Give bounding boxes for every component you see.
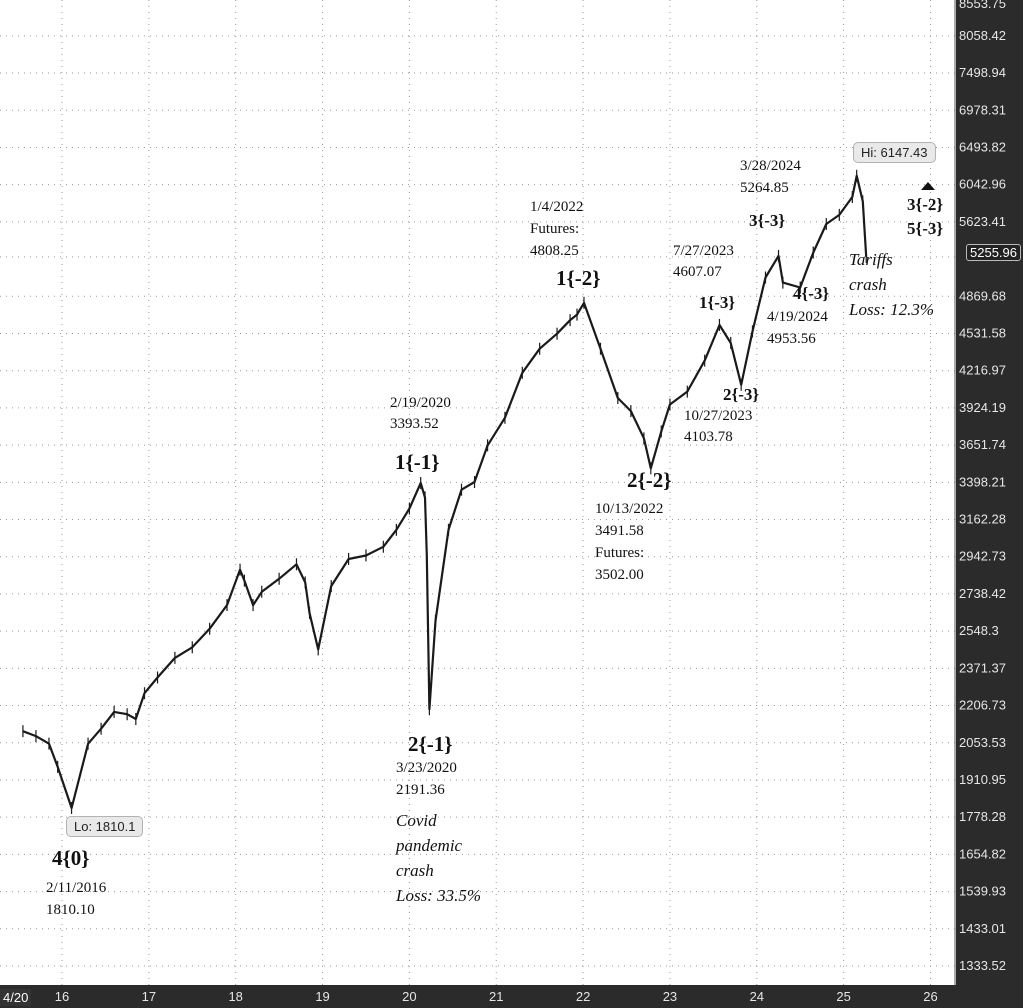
y-tick-label: 8553.75 bbox=[959, 0, 1006, 11]
wave-1-m2-date: 1/4/2022 bbox=[530, 197, 583, 217]
y-tick-label: 8058.42 bbox=[959, 28, 1006, 43]
x-tick-label: 23 bbox=[663, 989, 677, 1004]
covid-note-line4: Loss: 33.5% bbox=[396, 883, 481, 908]
y-tick-label: 4216.97 bbox=[959, 363, 1006, 378]
wave-1-m3-value: 4607.07 bbox=[673, 262, 722, 282]
wave-1-m3-label: 1{-3} bbox=[699, 292, 735, 314]
y-tick-label: 1654.82 bbox=[959, 846, 1006, 861]
wave-4-m3-label: 4{-3} bbox=[793, 283, 829, 305]
wave-1-m2-label: 1{-2} bbox=[556, 266, 601, 290]
x-tick-label: 21 bbox=[489, 989, 503, 1004]
y-tick-label: 2053.53 bbox=[959, 735, 1006, 750]
wave-3-m3-value: 5264.85 bbox=[740, 178, 789, 198]
y-tick-label: 1778.28 bbox=[959, 809, 1006, 824]
y-tick-label: 3398.21 bbox=[959, 474, 1006, 489]
up-triangle-icon bbox=[921, 182, 935, 190]
covid-note-line1: Covid bbox=[396, 808, 437, 833]
wave-2-m2-date: 10/13/2022 bbox=[595, 499, 663, 519]
y-tick-label: 7498.94 bbox=[959, 65, 1006, 80]
wave-2-m1-value: 2191.36 bbox=[396, 780, 445, 800]
wave-1-m1-date: 2/19/2020 bbox=[390, 393, 451, 413]
wave-2-m1-label: 2{-1} bbox=[408, 732, 453, 756]
low-callout: Lo: 1810.1 bbox=[66, 816, 143, 837]
wave-4-m3-date: 4/19/2024 bbox=[767, 307, 828, 327]
y-tick-label: 2206.73 bbox=[959, 698, 1006, 713]
wave-3-m3-date: 3/28/2024 bbox=[740, 156, 801, 176]
y-tick-label: 2371.37 bbox=[959, 660, 1006, 675]
y-tick-label: 6493.82 bbox=[959, 139, 1006, 154]
y-tick-label: 1333.52 bbox=[959, 958, 1006, 973]
tariffs-note-line2: crash bbox=[849, 272, 887, 297]
y-tick-label: 1539.93 bbox=[959, 884, 1006, 899]
wave-4-m3-value: 4953.56 bbox=[767, 329, 816, 349]
y-tick-label: 6042.96 bbox=[959, 177, 1006, 192]
x-tick-label: 24 bbox=[750, 989, 764, 1004]
y-tick-label: 3651.74 bbox=[959, 437, 1006, 452]
y-tick-label: 6978.31 bbox=[959, 102, 1006, 117]
wave-2-m3-value: 4103.78 bbox=[684, 427, 733, 447]
wave-2-m3-date: 10/27/2023 bbox=[684, 406, 752, 426]
x-tick-label: 16 bbox=[55, 989, 69, 1004]
x-tick-label: 17 bbox=[142, 989, 156, 1004]
y-tick-label: 5623.41 bbox=[959, 214, 1006, 229]
wave-4-0-label: 4{0} bbox=[52, 846, 90, 870]
x-tick-label: 26 bbox=[923, 989, 937, 1004]
y-tick-label: 2548.3 bbox=[959, 623, 999, 638]
x-tick-label: 25 bbox=[836, 989, 850, 1004]
y-tick-label: 3924.19 bbox=[959, 400, 1006, 415]
wave-2-m2-futures-label: Futures: bbox=[595, 543, 644, 563]
wave-1-m1-label: 1{-1} bbox=[395, 450, 440, 474]
date-corner-label: 4/20 bbox=[0, 989, 31, 1006]
high-callout: Hi: 6147.43 bbox=[853, 142, 936, 163]
wave-4-0-date: 2/11/2016 bbox=[46, 878, 106, 898]
wave-1-m2-value: 4808.25 bbox=[530, 241, 579, 261]
wave-1-m2-futures-label: Futures: bbox=[530, 219, 579, 239]
right-label-3-m2: 3{-2} bbox=[907, 194, 943, 216]
tariffs-note-line1: Tariffs bbox=[849, 247, 893, 272]
last-price-tag: 5255.96 bbox=[966, 244, 1021, 261]
covid-note-line3: crash bbox=[396, 858, 434, 883]
wave-2-m1-date: 3/23/2020 bbox=[396, 758, 457, 778]
y-tick-label: 4531.58 bbox=[959, 325, 1006, 340]
x-tick-label: 18 bbox=[228, 989, 242, 1004]
y-tick-label: 1433.01 bbox=[959, 921, 1006, 936]
x-tick-label: 20 bbox=[402, 989, 416, 1004]
covid-note-line2: pandemic bbox=[396, 833, 462, 858]
y-tick-label: 2942.73 bbox=[959, 549, 1006, 564]
tariffs-note-line3: Loss: 12.3% bbox=[849, 297, 934, 322]
wave-2-m3-label: 2{-3} bbox=[723, 384, 759, 406]
wave-4-0-value: 1810.10 bbox=[46, 900, 95, 920]
y-tick-label: 3162.28 bbox=[959, 512, 1006, 527]
y-tick-label: 2738.42 bbox=[959, 586, 1006, 601]
x-tick-label: 19 bbox=[315, 989, 329, 1004]
wave-2-m2-futures-value: 3502.00 bbox=[595, 565, 644, 585]
x-tick-label: 22 bbox=[576, 989, 590, 1004]
y-tick-label: 1910.95 bbox=[959, 772, 1006, 787]
y-tick-label: 4869.68 bbox=[959, 288, 1006, 303]
wave-2-m2-label: 2{-2} bbox=[627, 468, 672, 492]
right-label-5-m3: 5{-3} bbox=[907, 218, 943, 240]
wave-2-m2-value: 3491.58 bbox=[595, 521, 644, 541]
wave-1-m3-date: 7/27/2023 bbox=[673, 241, 734, 261]
wave-1-m1-value: 3393.52 bbox=[390, 414, 439, 434]
wave-3-m3-label: 3{-3} bbox=[749, 210, 785, 232]
